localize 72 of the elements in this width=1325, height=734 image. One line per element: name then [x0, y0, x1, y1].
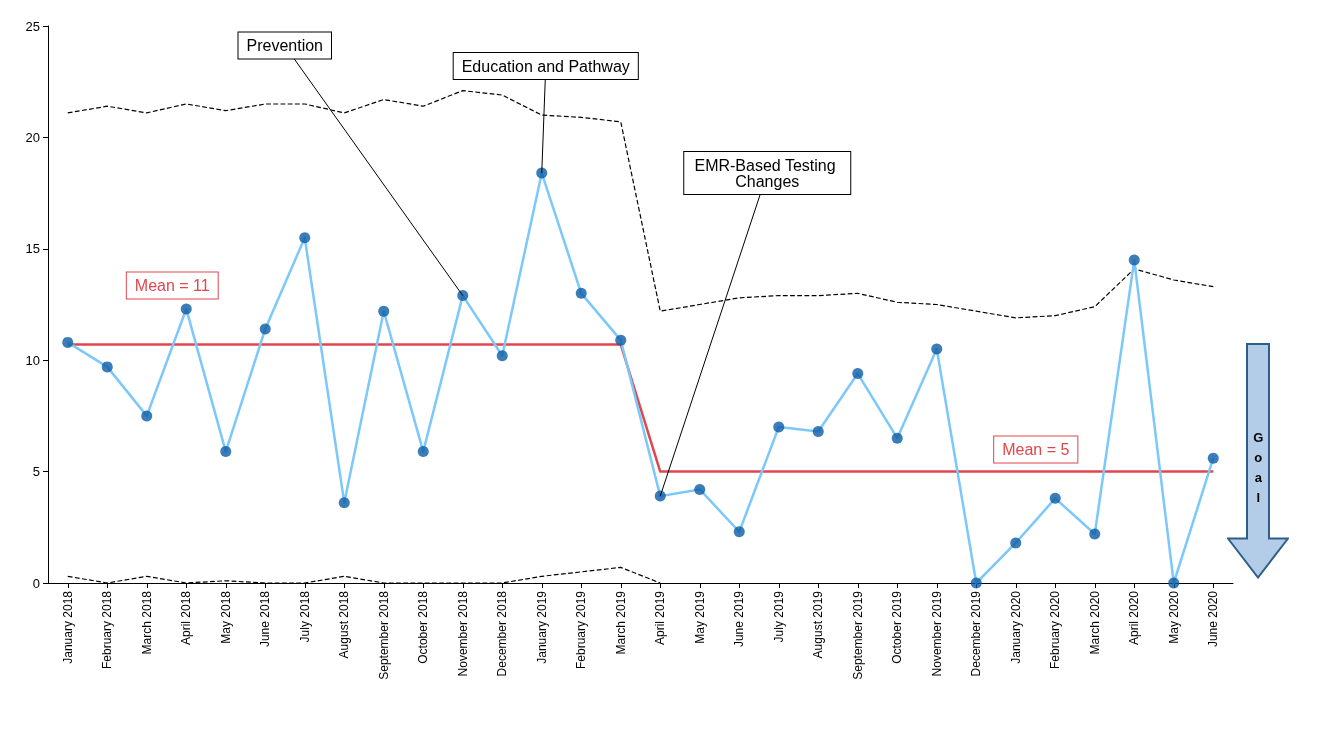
- point: [299, 232, 311, 244]
- x-tick-label: October 2018: [416, 590, 431, 664]
- annotation: Mean = 5: [1002, 441, 1070, 459]
- point: [536, 167, 548, 179]
- x-tick-label: January 2019: [534, 590, 549, 664]
- x-tick-label: January 2020: [1008, 590, 1023, 664]
- x-tick-label: March 2019: [613, 590, 628, 655]
- down-arrow-icon: Goal: [1227, 343, 1290, 579]
- point: [1089, 528, 1101, 540]
- x-tick-label: March 2018: [139, 590, 154, 655]
- point: [812, 426, 824, 437]
- x-tick-label: February 2019: [574, 590, 589, 670]
- x-tick-label: November 2018: [455, 590, 470, 677]
- point: [1128, 254, 1140, 266]
- x-tick-label: May 2018: [218, 590, 233, 644]
- point: [417, 446, 429, 458]
- point: [141, 410, 153, 422]
- annotation: Mean = 11: [134, 277, 210, 295]
- y-tick-label: 0: [32, 575, 40, 591]
- y-tick-label: 15: [25, 241, 40, 257]
- x-tick-label: June 2018: [258, 590, 273, 648]
- x-tick-label: October 2019: [890, 590, 905, 664]
- point: [101, 361, 113, 373]
- point: [180, 303, 192, 315]
- x-tick-label: May 2019: [692, 590, 707, 644]
- x-tick-label: November 2019: [929, 590, 944, 677]
- point: [654, 490, 666, 502]
- point: [615, 334, 627, 346]
- x-tick-label: March 2020: [1087, 590, 1102, 655]
- point: [1049, 492, 1061, 504]
- x-tick-label: July 2019: [771, 590, 786, 643]
- point: [891, 432, 903, 444]
- x-tick-label: June 2020: [1206, 590, 1221, 648]
- x-tick-label: June 2019: [732, 590, 747, 648]
- point: [62, 336, 74, 348]
- annotation: Education and Pathway: [461, 57, 630, 75]
- y-tick-label: 20: [25, 129, 40, 145]
- point: [338, 497, 350, 509]
- x-tick-label: September 2018: [376, 590, 391, 680]
- point: [773, 421, 785, 433]
- x-tick-label: February 2020: [1048, 590, 1063, 670]
- x-tick-label: January 2018: [60, 590, 75, 664]
- x-tick-label: April 2018: [179, 590, 194, 646]
- point: [496, 350, 508, 362]
- point: [575, 287, 587, 299]
- x-tick-label: April 2019: [653, 590, 668, 646]
- point: [694, 483, 706, 495]
- x-tick-label: July 2018: [297, 590, 312, 643]
- point: [1168, 577, 1180, 589]
- annotation: Prevention: [246, 37, 323, 55]
- point: [1207, 452, 1219, 464]
- point: [378, 305, 390, 317]
- point: [259, 323, 271, 335]
- x-tick-label: September 2019: [850, 590, 865, 680]
- x-tick-label: December 2019: [969, 590, 984, 677]
- y-tick-label: 25: [25, 18, 40, 34]
- x-tick-label: May 2020: [1166, 590, 1181, 644]
- point: [931, 343, 943, 355]
- y-tick-label: 10: [25, 352, 40, 368]
- x-tick-label: April 2020: [1127, 590, 1142, 646]
- point: [457, 290, 469, 302]
- annotation: EMR-Based Testing Changes: [694, 156, 841, 190]
- x-tick-label: August 2018: [337, 590, 352, 659]
- x-tick-label: August 2019: [811, 590, 826, 659]
- point: [733, 526, 745, 538]
- x-tick-label: February 2018: [100, 590, 115, 670]
- point: [970, 577, 982, 589]
- y-tick-label: 5: [32, 464, 40, 480]
- point: [1010, 537, 1022, 549]
- x-tick-label: December 2018: [495, 590, 510, 677]
- point: [220, 446, 232, 458]
- point: [852, 368, 864, 380]
